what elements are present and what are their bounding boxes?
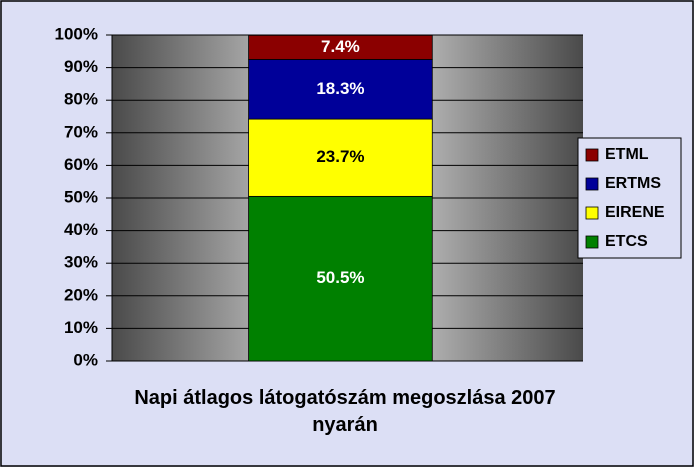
- legend-label: ERTMS: [605, 175, 661, 192]
- bar-segment: [248, 195, 433, 362]
- legend-swatch: [585, 177, 599, 191]
- legend-swatch: [585, 235, 599, 249]
- bar-segment: [248, 118, 433, 197]
- y-tick-label: 80%: [64, 90, 98, 109]
- y-tick-label: 10%: [64, 318, 98, 337]
- y-tick-label: 60%: [64, 155, 98, 174]
- y-tick-label: 0%: [73, 350, 98, 369]
- y-tick-label: 100%: [55, 24, 98, 43]
- y-tick-label: 90%: [64, 57, 98, 76]
- data-label: 7.4%: [321, 37, 360, 56]
- y-tick-label: 20%: [64, 285, 98, 304]
- legend-swatch: [585, 206, 599, 220]
- data-label: 23.7%: [316, 147, 364, 166]
- y-tick-label: 50%: [64, 187, 98, 206]
- category-label: Napi átlagos látogatószám megoszlása 200…: [134, 387, 556, 436]
- legend-label: EIRENE: [605, 204, 665, 221]
- legend-label: ETCS: [605, 233, 648, 250]
- data-label: 18.3%: [316, 79, 364, 98]
- y-tick-label: 40%: [64, 220, 98, 239]
- bar-segment: [248, 34, 433, 60]
- y-tick-label: 30%: [64, 253, 98, 272]
- y-tick-label: 70%: [64, 122, 98, 141]
- legend-swatch: [585, 148, 599, 162]
- legend-label: ETML: [605, 146, 649, 163]
- bar-segment: [248, 59, 433, 120]
- data-label: 50.5%: [316, 268, 364, 287]
